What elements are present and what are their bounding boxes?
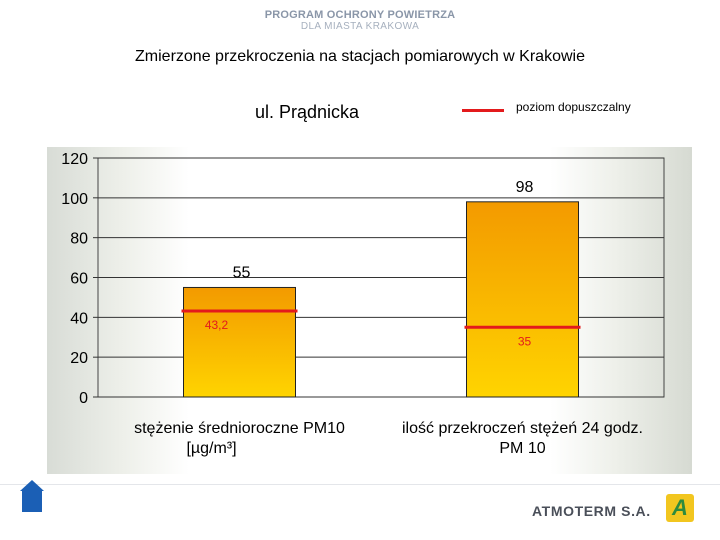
brand-line-1: PROGRAM OCHRONY POWIETRZA: [264, 9, 456, 21]
footer-divider: [0, 484, 720, 485]
x-category-label: stężenie średnioroczne PM10: [134, 420, 345, 437]
bar-value-label: 98: [516, 179, 534, 196]
y-tick-label: 80: [70, 231, 88, 248]
brand-header: PROGRAM OCHRONY POWIETRZA DLA MIASTA KRA…: [0, 9, 720, 32]
chart-title: ul. Prądnicka: [255, 102, 360, 122]
y-tick-label: 60: [70, 271, 88, 288]
chart-background: [47, 147, 692, 474]
y-tick-label: 100: [61, 191, 88, 208]
slide-title: Zmierzone przekroczenia na stacjach pomi…: [135, 48, 585, 65]
y-tick-label: 40: [70, 310, 88, 327]
limit-value-label: 35: [518, 334, 532, 348]
legend-limit-label: poziom dopuszczalny: [516, 100, 631, 114]
y-tick-label: 0: [79, 390, 88, 407]
bar: [466, 201, 579, 398]
legend-limit-swatch: [462, 108, 504, 112]
bar-value-label: 55: [233, 264, 251, 281]
x-category-label: ilość przekroczeń stężeń 24 godz.: [402, 420, 643, 437]
y-tick-label: 120: [61, 151, 88, 168]
limit-value-label: 43,2: [205, 318, 229, 332]
chart-legend: poziom dopuszczalny: [462, 100, 631, 114]
x-category-label: [µg/m³]: [186, 440, 236, 457]
company-name: ATMOTERM S.A.: [532, 503, 651, 519]
company-logo-icon: A: [666, 494, 694, 522]
company-logo-letter: A: [672, 495, 688, 520]
bar: [183, 286, 296, 398]
y-tick-label: 20: [70, 350, 88, 367]
home-arrow-icon[interactable]: [20, 480, 44, 512]
x-category-label: PM 10: [499, 440, 545, 457]
brand-line-2: DLA MIASTA KRAKOWA: [300, 20, 420, 32]
